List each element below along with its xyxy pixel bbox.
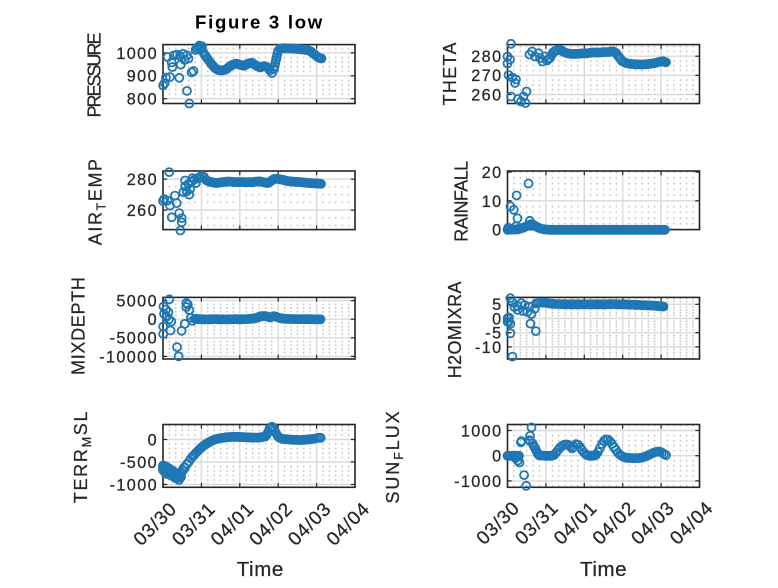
svg-text:280: 280 xyxy=(471,48,502,66)
svg-text:900: 900 xyxy=(127,68,158,86)
svg-text:0: 0 xyxy=(492,310,502,328)
svg-text:-1000: -1000 xyxy=(110,476,158,494)
svg-text:MIXDEPTH: MIXDEPTH xyxy=(69,276,89,375)
svg-text:Time: Time xyxy=(237,558,284,581)
svg-text:0: 0 xyxy=(492,222,502,240)
svg-text:-1000: -1000 xyxy=(454,473,502,491)
svg-text:Time: Time xyxy=(580,558,627,581)
svg-text:1000: 1000 xyxy=(461,422,503,440)
svg-text:20: 20 xyxy=(482,164,503,182)
svg-text:THETA: THETA xyxy=(440,41,460,105)
svg-text:0: 0 xyxy=(148,431,158,449)
svg-text:AIRTEMP: AIRTEMP xyxy=(86,157,109,245)
svg-text:TERRMSL: TERRMSL xyxy=(71,410,94,503)
svg-text:-5: -5 xyxy=(485,325,502,343)
svg-text:270: 270 xyxy=(471,67,502,85)
svg-text:260: 260 xyxy=(127,202,158,220)
svg-text:0: 0 xyxy=(492,448,502,466)
svg-text:SUNFLUX: SUNFLUX xyxy=(383,409,406,503)
svg-text:RAINFALL: RAINFALL xyxy=(452,161,472,242)
svg-text:5000: 5000 xyxy=(116,293,158,311)
svg-text:H2OMIXRA: H2OMIXRA xyxy=(445,281,465,378)
svg-text:0: 0 xyxy=(148,311,158,329)
svg-text:PRESSURE: PRESSURE xyxy=(85,32,105,117)
svg-text:280: 280 xyxy=(127,171,158,189)
svg-text:10: 10 xyxy=(482,193,503,211)
svg-text:-500: -500 xyxy=(120,454,158,472)
svg-text:Figure 3 low: Figure 3 low xyxy=(195,12,324,33)
svg-text:800: 800 xyxy=(127,91,158,109)
svg-text:-10: -10 xyxy=(475,339,503,357)
svg-text:260: 260 xyxy=(471,86,502,104)
svg-text:-5000: -5000 xyxy=(110,330,158,348)
svg-text:-10000: -10000 xyxy=(99,348,158,366)
svg-text:5: 5 xyxy=(492,296,502,314)
svg-text:1000: 1000 xyxy=(116,45,158,63)
